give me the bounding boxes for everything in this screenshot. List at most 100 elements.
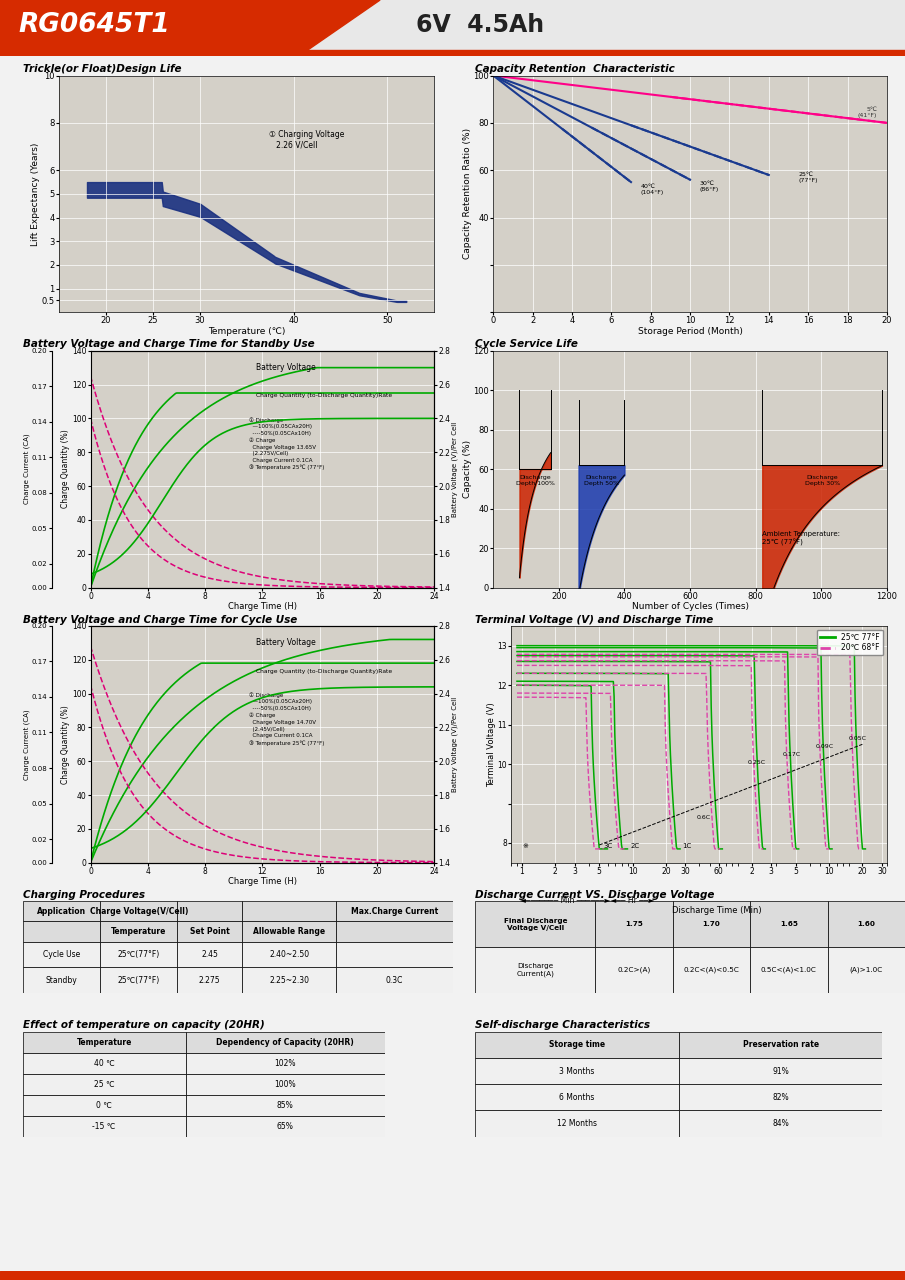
Text: Battery Voltage: Battery Voltage: [255, 637, 315, 646]
Text: Allowable Range: Allowable Range: [253, 927, 325, 936]
Text: Standby: Standby: [45, 975, 77, 984]
Text: (A)>1.0C: (A)>1.0C: [850, 966, 883, 974]
Text: Storage time: Storage time: [548, 1041, 605, 1050]
X-axis label: Charge Time (H): Charge Time (H): [228, 877, 297, 886]
Text: 2.275: 2.275: [199, 975, 221, 984]
Text: 0.2C<(A)<0.5C: 0.2C<(A)<0.5C: [683, 966, 739, 974]
Text: Charge Voltage(V/Cell): Charge Voltage(V/Cell): [90, 906, 188, 915]
Text: Charge Quantity (to-Discharge Quantity)Rate: Charge Quantity (to-Discharge Quantity)R…: [255, 393, 392, 398]
Text: Set Point: Set Point: [190, 927, 230, 936]
Text: 1.65: 1.65: [780, 922, 798, 927]
Bar: [475, 947, 595, 993]
Y-axis label: Battery Voltage (V)/Per Cell: Battery Voltage (V)/Per Cell: [452, 421, 459, 517]
Text: Charge Quantity (to-Discharge Quantity)Rate: Charge Quantity (to-Discharge Quantity)R…: [255, 668, 392, 673]
Bar: [177, 922, 242, 942]
Bar: [23, 1116, 186, 1137]
Text: Discharge
Depth 100%: Discharge Depth 100%: [516, 475, 555, 486]
X-axis label: Number of Cycles (Times): Number of Cycles (Times): [632, 602, 748, 611]
Text: Capacity Retention  Characteristic: Capacity Retention Characteristic: [475, 64, 675, 74]
Text: Battery Voltage and Charge Time for Cycle Use: Battery Voltage and Charge Time for Cycl…: [23, 614, 297, 625]
X-axis label: Storage Period (Month): Storage Period (Month): [638, 326, 742, 335]
Text: 0.2C>(A): 0.2C>(A): [617, 966, 651, 974]
Bar: [100, 942, 177, 968]
Text: 25℃(77°F): 25℃(77°F): [118, 950, 160, 959]
Bar: [337, 922, 452, 942]
Text: Max.Charge Current: Max.Charge Current: [351, 906, 438, 915]
Text: 6 Months: 6 Months: [559, 1093, 595, 1102]
Text: Trickle(or Float)Design Life: Trickle(or Float)Design Life: [23, 64, 181, 74]
Bar: [100, 922, 177, 942]
Text: 0.5C<(A)<1.0C: 0.5C<(A)<1.0C: [761, 966, 817, 974]
Bar: [475, 1084, 679, 1111]
Text: Discharge
Depth 30%: Discharge Depth 30%: [805, 475, 840, 486]
Text: Ambient Temperature:
25℃ (77°F): Ambient Temperature: 25℃ (77°F): [762, 531, 840, 545]
Text: Discharge Current VS. Discharge Voltage: Discharge Current VS. Discharge Voltage: [475, 890, 715, 900]
Text: ① Discharge
  —100%(0.05CAx20H)
  ----50%(0.05CAx10H)
② Charge
  Charge Voltage : ① Discharge —100%(0.05CAx20H) ----50%(0.…: [249, 417, 324, 471]
Bar: [242, 922, 337, 942]
Text: 100%: 100%: [274, 1079, 296, 1089]
Polygon shape: [0, 0, 380, 56]
Bar: [595, 901, 673, 947]
Text: Temperature: Temperature: [111, 927, 167, 936]
Text: Effect of temperature on capacity (20HR): Effect of temperature on capacity (20HR): [23, 1020, 264, 1030]
Bar: [750, 947, 828, 993]
Text: 91%: 91%: [772, 1066, 789, 1075]
Text: 0.6C: 0.6C: [697, 815, 710, 820]
Text: 0.17C: 0.17C: [783, 753, 801, 758]
Bar: [828, 947, 905, 993]
Text: Battery Voltage: Battery Voltage: [255, 362, 315, 371]
Y-axis label: Capacity Retention Ratio (%): Capacity Retention Ratio (%): [463, 128, 472, 260]
Bar: [177, 968, 242, 993]
Text: Cycle Use: Cycle Use: [43, 950, 80, 959]
Text: ① Charging Voltage
   2.26 V/Cell: ① Charging Voltage 2.26 V/Cell: [269, 131, 345, 150]
Text: 0.3C: 0.3C: [386, 975, 403, 984]
Text: 2.45: 2.45: [201, 950, 218, 959]
Bar: [337, 942, 452, 968]
Text: Temperature: Temperature: [76, 1038, 132, 1047]
Bar: [337, 968, 452, 993]
Text: 65%: 65%: [277, 1121, 293, 1130]
Bar: [23, 922, 100, 942]
Bar: [186, 1074, 385, 1094]
Bar: [475, 1032, 679, 1059]
Text: Preservation rate: Preservation rate: [742, 1041, 819, 1050]
Text: 102%: 102%: [274, 1059, 296, 1068]
Y-axis label: Capacity (%): Capacity (%): [463, 440, 472, 498]
Bar: [177, 942, 242, 968]
Text: Cycle Service Life: Cycle Service Life: [475, 339, 578, 349]
Text: 25℃
(77°F): 25℃ (77°F): [798, 172, 818, 183]
Bar: [475, 1111, 679, 1137]
Text: 2.40~2.50: 2.40~2.50: [269, 950, 310, 959]
Bar: [23, 1032, 186, 1052]
Bar: [23, 901, 100, 922]
Bar: [186, 1052, 385, 1074]
Text: 82%: 82%: [772, 1093, 789, 1102]
Bar: [23, 968, 100, 993]
Text: 1.60: 1.60: [857, 922, 875, 927]
Text: 30℃
(86°F): 30℃ (86°F): [700, 182, 719, 192]
Text: 25℃(77°F): 25℃(77°F): [118, 975, 160, 984]
Text: -15 ℃: -15 ℃: [92, 1121, 116, 1130]
Bar: [186, 1116, 385, 1137]
Text: Final Discharge
Voltage V/Cell: Final Discharge Voltage V/Cell: [503, 918, 567, 931]
Text: 12 Months: 12 Months: [557, 1119, 597, 1128]
Text: 84%: 84%: [772, 1119, 789, 1128]
Bar: [475, 1059, 679, 1084]
Bar: [0, 50, 905, 56]
Text: 3C: 3C: [604, 842, 613, 849]
Text: 40℃
(104°F): 40℃ (104°F): [641, 184, 664, 195]
Text: Discharge
Depth 50%: Discharge Depth 50%: [584, 475, 619, 486]
Text: 0.09C: 0.09C: [815, 744, 834, 749]
Text: Application: Application: [37, 906, 86, 915]
Bar: [672, 901, 750, 947]
Text: 1C: 1C: [682, 842, 691, 849]
Text: Battery Voltage and Charge Time for Standby Use: Battery Voltage and Charge Time for Stan…: [23, 339, 314, 349]
Y-axis label: Charge Current (CA): Charge Current (CA): [24, 709, 30, 780]
Text: 0.05C: 0.05C: [849, 736, 867, 741]
Y-axis label: Charge Quantity (%): Charge Quantity (%): [62, 430, 71, 508]
Bar: [242, 942, 337, 968]
Text: 85%: 85%: [277, 1101, 293, 1110]
Text: Self-discharge Characteristics: Self-discharge Characteristics: [475, 1020, 650, 1030]
Text: Dependency of Capacity (20HR): Dependency of Capacity (20HR): [216, 1038, 354, 1047]
Bar: [100, 901, 177, 922]
